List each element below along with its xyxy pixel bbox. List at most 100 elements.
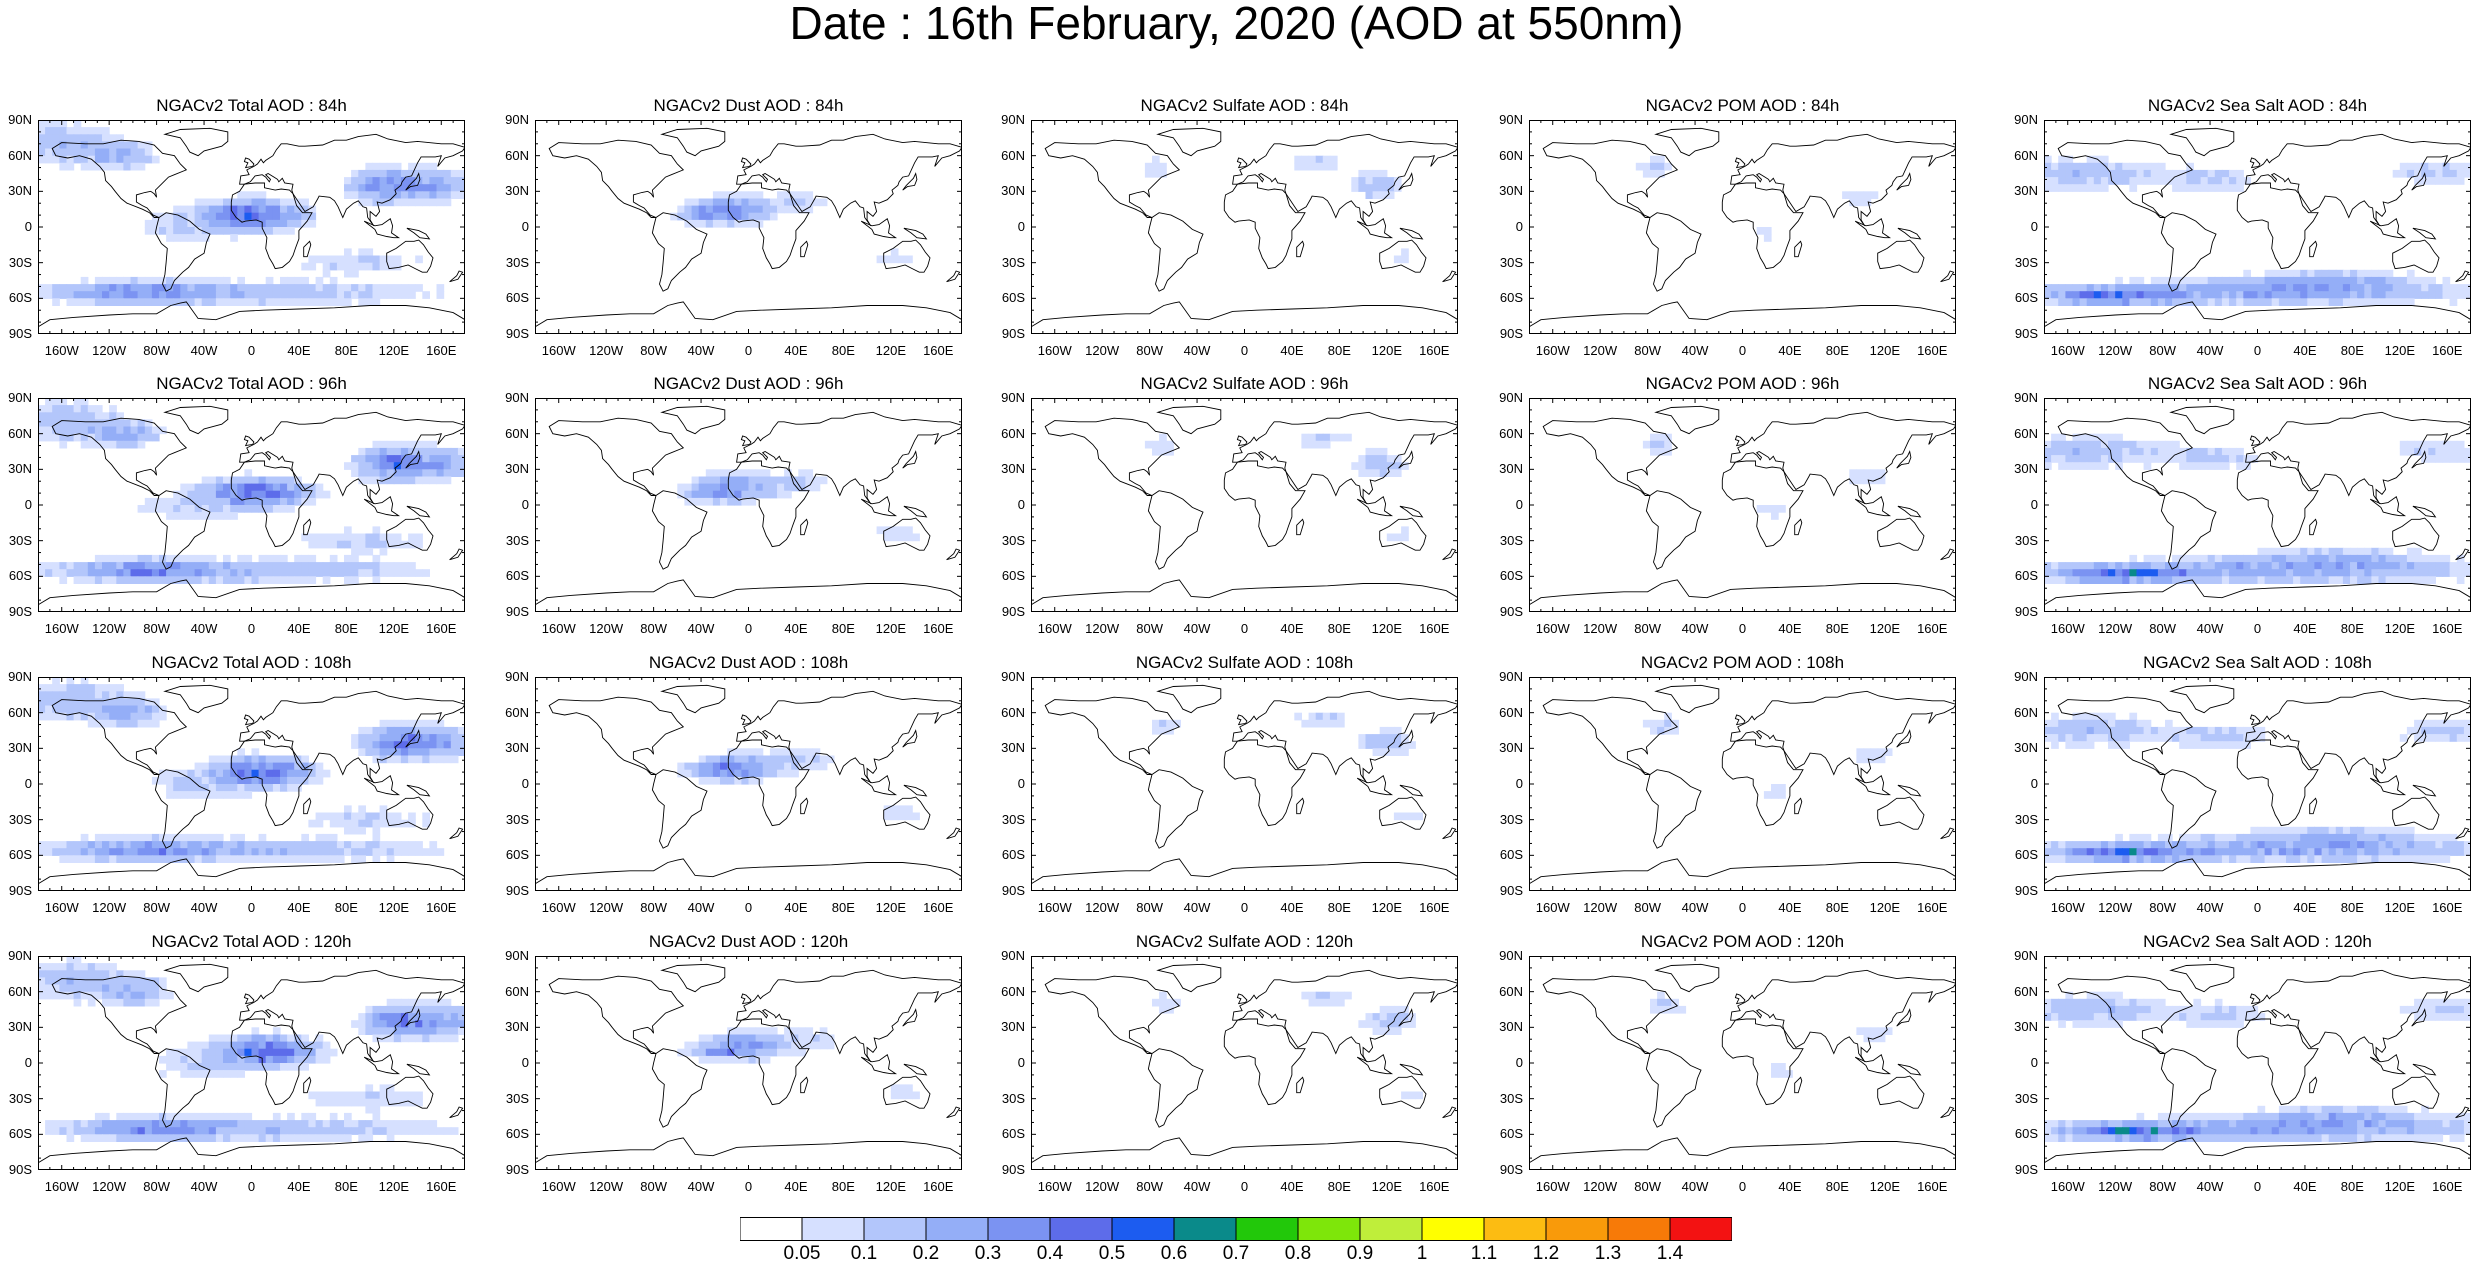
lat-tick-label: 30N bbox=[1499, 740, 1523, 755]
coastlines bbox=[535, 128, 962, 334]
lon-tick-label: 160W bbox=[2043, 621, 2093, 636]
lon-tick-label: 160E bbox=[1907, 900, 1957, 915]
lon-tick-label: 120E bbox=[2375, 1179, 2425, 1194]
lon-tick-label: 80E bbox=[2327, 900, 2377, 915]
aod-field bbox=[2044, 434, 2471, 584]
lat-tick-label: 30S bbox=[9, 1091, 32, 1106]
lat-tick-label: 60S bbox=[1002, 1126, 1025, 1141]
lon-tick-label: 0 bbox=[1718, 1179, 1768, 1194]
lat-tick-label: 30N bbox=[1499, 183, 1523, 198]
colorbar-swatch bbox=[802, 1218, 864, 1241]
aod-map bbox=[1031, 956, 1458, 1170]
lon-tick-label: 0 bbox=[2233, 900, 2283, 915]
lat-tick-label: 30N bbox=[505, 740, 529, 755]
colorbar-swatch bbox=[1608, 1218, 1670, 1241]
lon-tick-label: 160E bbox=[1409, 343, 1459, 358]
lon-tick-label: 40E bbox=[274, 1179, 324, 1194]
lat-tick-label: 60N bbox=[2014, 148, 2038, 163]
lon-tick-label: 120E bbox=[2375, 900, 2425, 915]
page-title: Date : 16th February, 2020 (AOD at 550nm… bbox=[0, 0, 2473, 50]
lon-tick-label: 0 bbox=[1220, 900, 1270, 915]
panel-title: NGACv2 POM AOD : 84h bbox=[1529, 96, 1956, 116]
lat-tick-label: 90S bbox=[9, 604, 32, 619]
coastlines bbox=[1529, 964, 1956, 1170]
colorbar-swatch bbox=[740, 1218, 802, 1241]
colorbar-swatch bbox=[1670, 1218, 1732, 1241]
lat-tick-label: 90S bbox=[2015, 1162, 2038, 1177]
lat-tick-label: 30S bbox=[1002, 533, 1025, 548]
lat-tick-label: 90S bbox=[1002, 883, 1025, 898]
lat-tick-label: 30S bbox=[2015, 255, 2038, 270]
colorbar-label: 1.3 bbox=[1583, 1243, 1633, 1265]
lon-tick-label: 40W bbox=[676, 900, 726, 915]
lat-tick-label: 60N bbox=[1001, 984, 1025, 999]
lat-tick-label: 90N bbox=[1499, 948, 1523, 963]
lat-tick-label: 90N bbox=[1001, 390, 1025, 405]
panel-title: NGACv2 Total AOD : 96h bbox=[38, 374, 465, 394]
lat-tick-label: 90S bbox=[1002, 604, 1025, 619]
lon-tick-label: 80E bbox=[2327, 343, 2377, 358]
lon-tick-label: 40E bbox=[2280, 1179, 2330, 1194]
lon-tick-label: 120E bbox=[1860, 1179, 1910, 1194]
lon-tick-label: 40W bbox=[179, 900, 229, 915]
lat-tick-label: 90S bbox=[506, 326, 529, 341]
lon-tick-label: 160W bbox=[37, 343, 87, 358]
lat-tick-label: 90S bbox=[9, 1162, 32, 1177]
lat-tick-label: 30S bbox=[2015, 533, 2038, 548]
lat-tick-label: 90N bbox=[1001, 948, 1025, 963]
lon-tick-label: 160E bbox=[1907, 621, 1957, 636]
lon-tick-label: 120W bbox=[581, 621, 631, 636]
lat-tick-label: 0 bbox=[2031, 219, 2038, 234]
aod-map bbox=[38, 120, 465, 334]
panel-title: NGACv2 Sea Salt AOD : 96h bbox=[2044, 374, 2471, 394]
colorbar-swatch bbox=[1112, 1218, 1174, 1241]
lat-tick-label: 0 bbox=[2031, 1055, 2038, 1070]
lat-tick-label: 30N bbox=[1001, 740, 1025, 755]
colorbar-swatch bbox=[864, 1218, 926, 1241]
lat-tick-label: 90N bbox=[2014, 390, 2038, 405]
lon-tick-label: 160E bbox=[1409, 900, 1459, 915]
coastlines bbox=[1031, 685, 1458, 891]
colorbar-label: 0.6 bbox=[1149, 1243, 1199, 1265]
lat-tick-label: 0 bbox=[522, 219, 529, 234]
lat-tick-label: 90S bbox=[506, 604, 529, 619]
lon-tick-label: 80W bbox=[1125, 1179, 1175, 1194]
lon-tick-label: 160E bbox=[1907, 343, 1957, 358]
colorbar-label: 0.7 bbox=[1211, 1243, 1261, 1265]
lon-tick-label: 80W bbox=[132, 900, 182, 915]
lon-tick-label: 0 bbox=[227, 900, 277, 915]
lat-tick-label: 30S bbox=[1500, 533, 1523, 548]
lon-tick-label: 120E bbox=[1362, 343, 1412, 358]
panel-title: NGACv2 POM AOD : 108h bbox=[1529, 653, 1956, 673]
lon-tick-label: 80E bbox=[321, 900, 371, 915]
aod-field bbox=[1643, 434, 1886, 520]
lat-tick-label: 60S bbox=[1500, 568, 1523, 583]
lat-tick-label: 90S bbox=[9, 326, 32, 341]
colorbar-swatch bbox=[1174, 1218, 1236, 1241]
lat-tick-label: 30S bbox=[1500, 255, 1523, 270]
lon-tick-label: 120E bbox=[866, 900, 916, 915]
lon-tick-label: 40W bbox=[676, 621, 726, 636]
lat-tick-label: 90S bbox=[1500, 326, 1523, 341]
panel-title: NGACv2 Sulfate AOD : 120h bbox=[1031, 932, 1458, 952]
aod-map bbox=[2044, 398, 2471, 612]
lon-tick-label: 40W bbox=[1172, 343, 1222, 358]
lat-tick-label: 30S bbox=[1500, 812, 1523, 827]
lon-tick-label: 0 bbox=[2233, 621, 2283, 636]
lon-tick-label: 120E bbox=[1362, 900, 1412, 915]
panel-title: NGACv2 Dust AOD : 84h bbox=[535, 96, 962, 116]
lat-tick-label: 60N bbox=[1499, 426, 1523, 441]
colorbar-label: 1 bbox=[1397, 1243, 1447, 1265]
lon-tick-label: 160E bbox=[2422, 621, 2472, 636]
lon-tick-label: 40W bbox=[1670, 900, 1720, 915]
panel-title: NGACv2 Sulfate AOD : 108h bbox=[1031, 653, 1458, 673]
lat-tick-label: 30S bbox=[9, 533, 32, 548]
lon-tick-label: 80W bbox=[1125, 621, 1175, 636]
lon-tick-label: 80E bbox=[321, 621, 371, 636]
aod-field bbox=[38, 956, 465, 1142]
